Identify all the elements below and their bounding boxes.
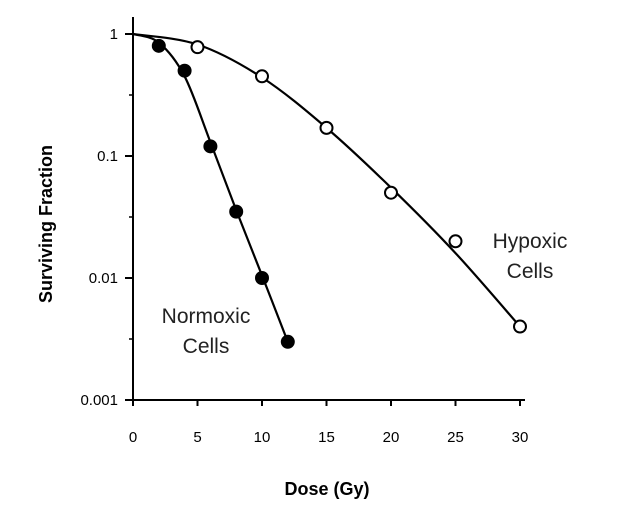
y-axis-title: Surviving Fraction [36,145,56,303]
normoxic-cells-point [280,334,295,349]
y-tick-label: 0.001 [80,392,118,409]
x-tick-label: 0 [129,429,137,446]
x-axis-title: Dose (Gy) [284,479,369,499]
hypoxic-cells-point [448,234,463,249]
y-ticks: 1 0.1 0.01 0.001 [80,26,133,409]
y-tick-label: 1 [110,26,118,43]
hypoxic-cells-point [384,185,398,200]
normoxic-cells-point [177,63,192,78]
data-points [151,38,527,349]
x-tick-label: 15 [318,429,335,446]
fitted-curves [132,32,521,343]
normoxic-cells-point [151,38,166,53]
x-ticks: 0 5 10 15 20 25 30 [129,400,529,446]
hypoxic-cells-curve [132,32,521,328]
normoxic-cells-label-line: Cells [183,335,230,358]
normoxic-cells-point [203,139,218,154]
y-tick-label: 0.1 [97,148,118,165]
annotations: Normoxic Cells Hypoxic Cells [162,230,568,358]
hypoxic-cells-point [319,120,334,135]
hypoxic-cells-label-line: Hypoxic [493,230,568,253]
x-tick-label: 25 [447,429,464,446]
hypoxic-cells-point [255,69,269,84]
x-tick-label: 10 [254,429,271,446]
normoxic-cells-label-line: Normoxic [162,305,251,328]
hypoxic-cells-point [190,40,205,55]
x-tick-label: 5 [193,429,201,446]
axes: 0 5 10 15 20 25 30 1 0.1 0.01 0.001 [80,17,528,446]
normoxic-cells-point [255,271,269,285]
hypoxic-cells-label-line: Cells [507,260,554,283]
x-tick-label: 30 [512,429,529,446]
normoxic-cells-point [229,204,244,219]
hypoxic-cells-point [513,319,527,334]
x-tick-label: 20 [383,429,400,446]
y-tick-label: 0.01 [89,270,118,287]
